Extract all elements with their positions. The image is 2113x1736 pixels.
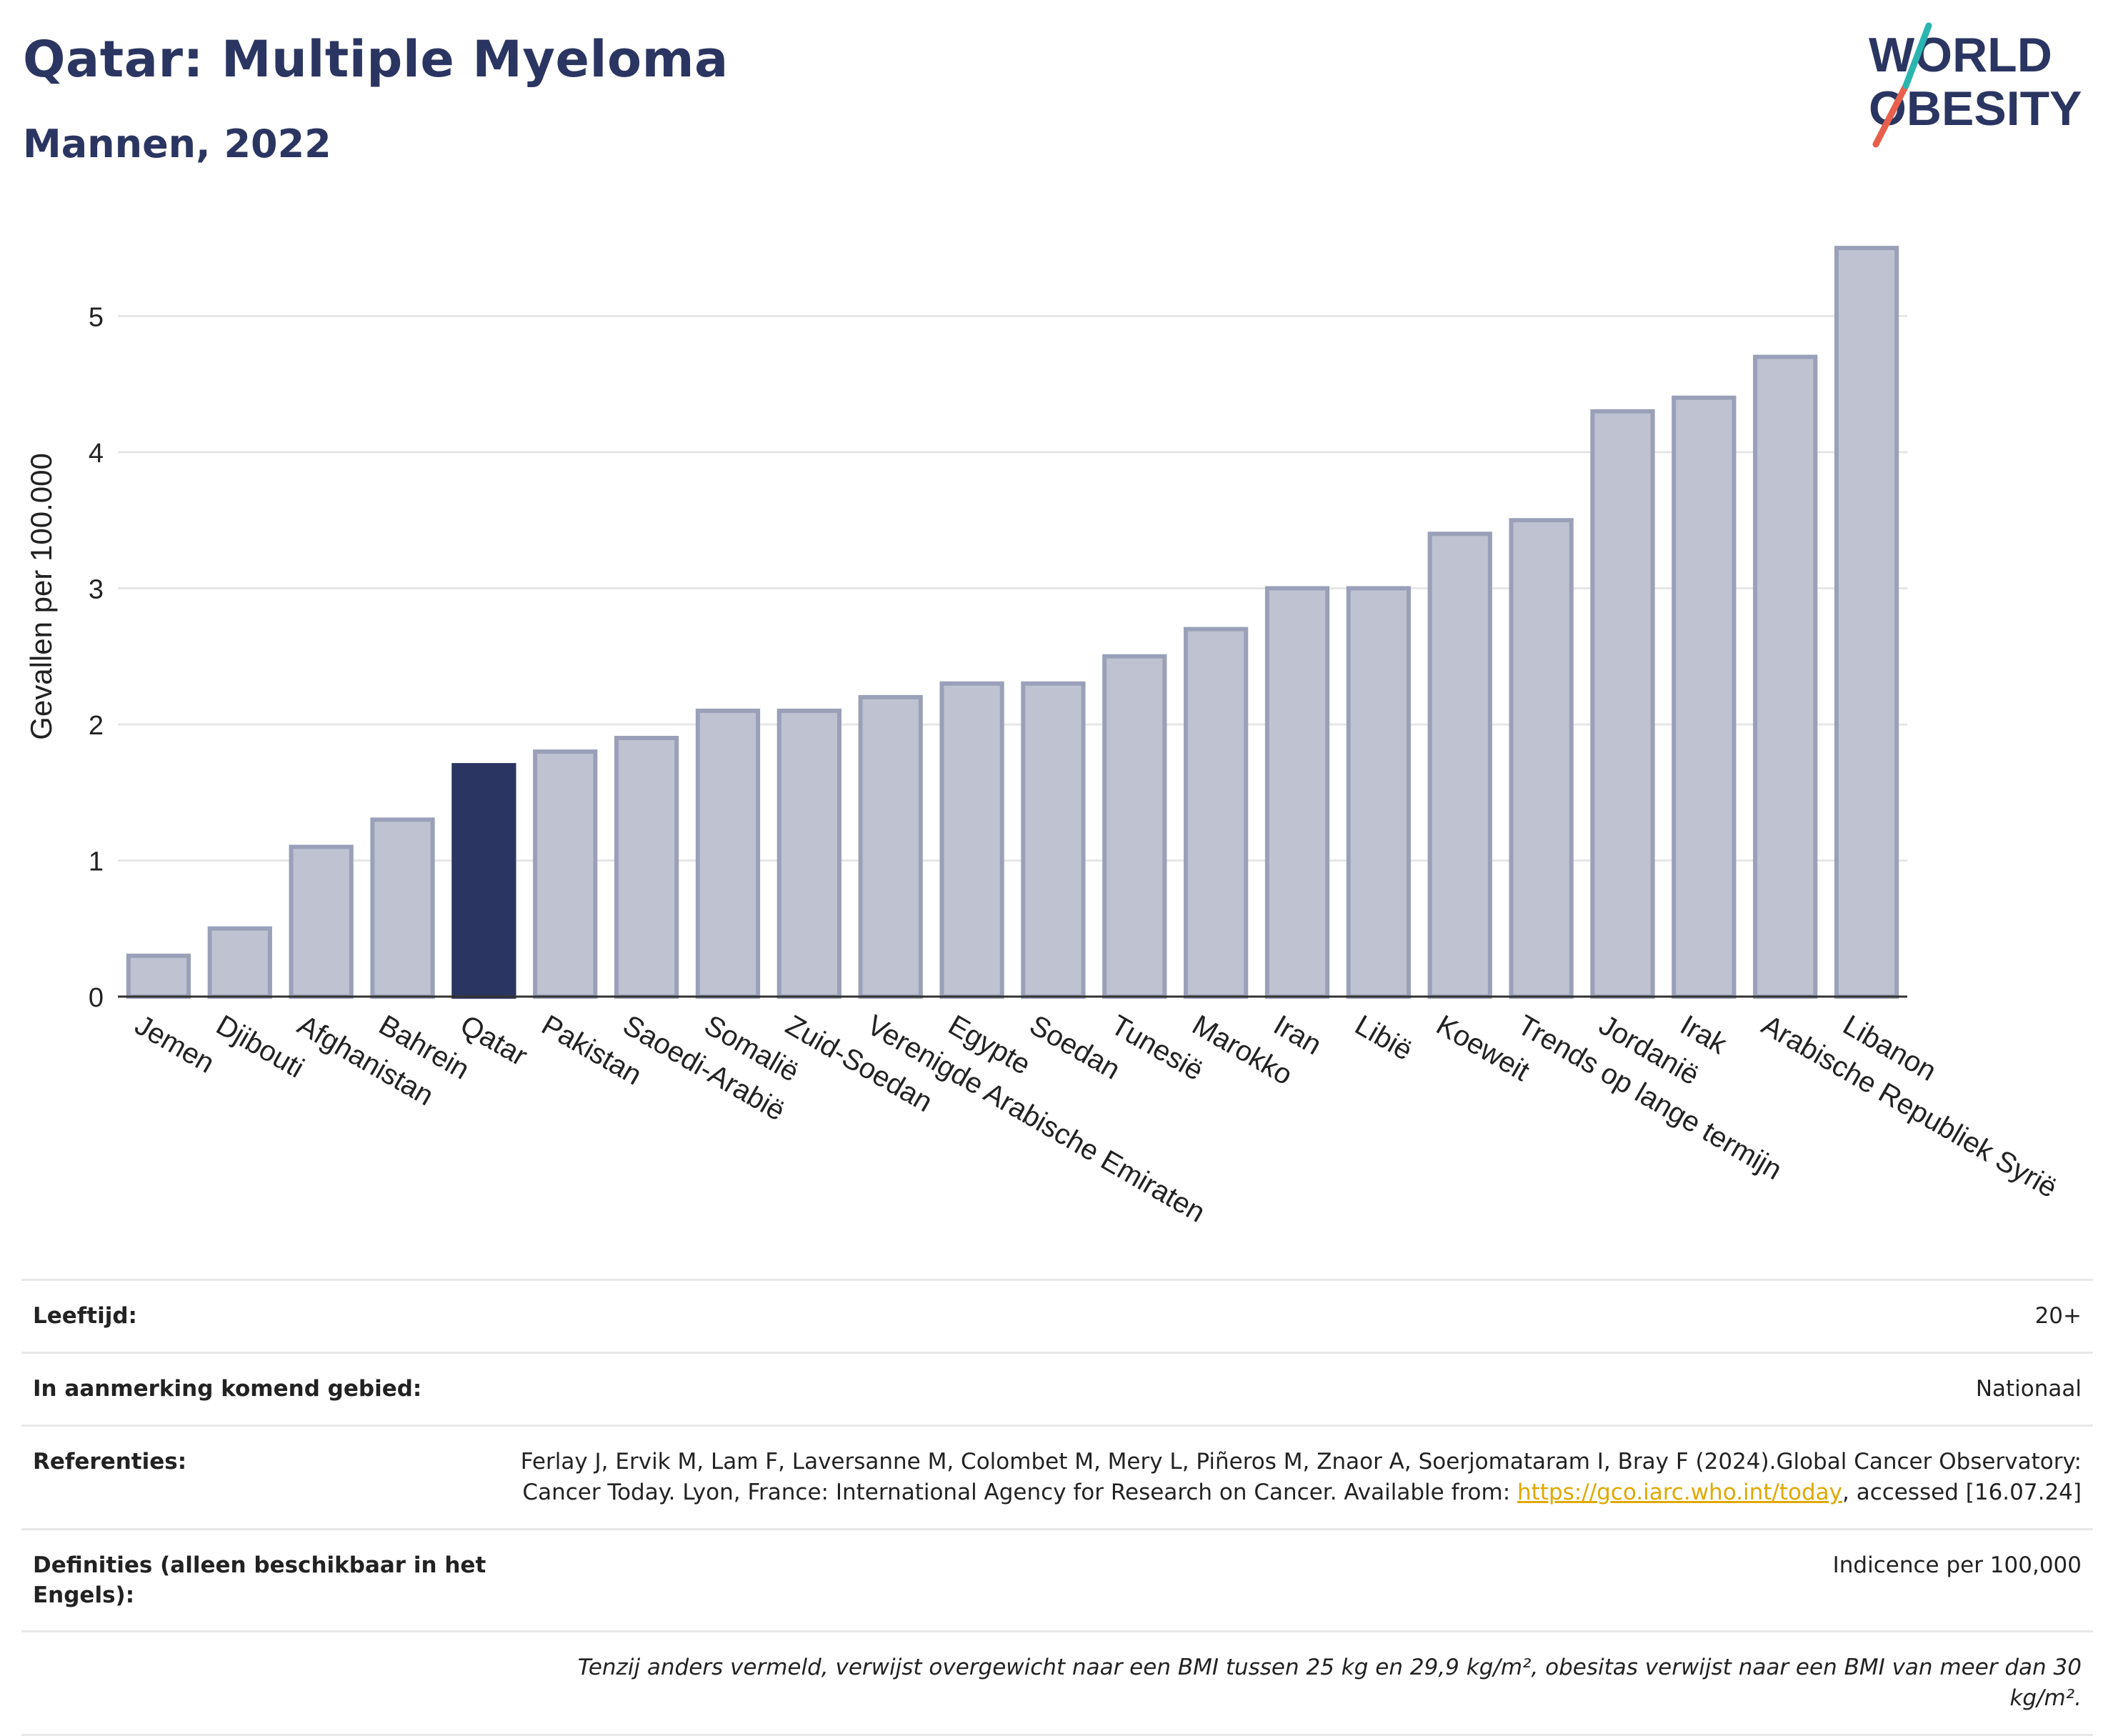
references-label: Referenties:: [33, 1449, 187, 1475]
bar-djibouti: [207, 926, 272, 999]
note-row: Tenzij anders vermeld, verwijst overgewi…: [21, 1630, 2093, 1736]
references-row: Referenties: Ferlay J, Ervik M, Lam F, L…: [21, 1425, 2093, 1528]
page-subtitle: Mannen, 2022: [23, 121, 331, 166]
x-tick-label: Tunesië: [1106, 1009, 1209, 1087]
bar-arabische-republiek-syri-: [1753, 354, 1818, 999]
bar-afghanistan: [289, 844, 354, 999]
definitions-label: Definities (alleen beschikbaar in het En…: [33, 1552, 486, 1608]
bar-saoedi-arabi-: [614, 736, 679, 999]
age-value: 20+: [2034, 1303, 2082, 1329]
references-text: Ferlay J, Ervik M, Lam F, Laversanne M, …: [520, 1449, 2082, 1505]
bar-egypte: [939, 681, 1004, 999]
bar-zuid-soedan: [776, 708, 841, 999]
y-tick-label: 0: [89, 983, 104, 1013]
x-tick-label: Arabische Republiek Syrië: [1757, 1009, 2062, 1204]
bar-iran: [1264, 586, 1330, 999]
bar-libanon: [1834, 246, 1899, 999]
bar-somali-: [695, 708, 761, 999]
bar-chart: Gevallen per 100.000 0 1 2 3 4 5 JemenDjibout…: [24, 246, 2062, 1229]
references-accessed: , accessed [16.07.24]: [1842, 1480, 2082, 1505]
bar-koeweit: [1427, 532, 1492, 999]
world-obesity-logo: WORLD OBESITY: [1869, 22, 2082, 148]
x-tick-label: Libië: [1349, 1009, 1417, 1067]
age-row: Leeftijd: 20+: [21, 1279, 2093, 1352]
bar-marokko: [1184, 627, 1249, 999]
bar-tunesi-: [1102, 654, 1167, 999]
bar-pakistan: [533, 749, 598, 999]
bar-jemen: [126, 953, 191, 999]
x-tick-label: Jemen: [129, 1009, 219, 1079]
x-tick-label: Djibouti: [211, 1009, 309, 1084]
definitions-value: Indicence per 100,000: [1832, 1552, 2082, 1578]
bar-libi-: [1346, 586, 1412, 999]
y-axis-label: Gevallen per 100.000: [24, 453, 58, 740]
bar-trends-op-lange-termijn: [1509, 518, 1574, 999]
logo-line1: WORLD: [1869, 28, 2052, 82]
area-value: Nationaal: [1975, 1376, 2082, 1402]
y-tick-label: 5: [89, 302, 104, 332]
bar-verenigde-arabische-emiraten: [858, 694, 923, 999]
references-value: Ferlay J, Ervik M, Lam F, Laversanne M, …: [510, 1447, 2082, 1508]
bar-jordani-: [1590, 409, 1655, 999]
y-tick-label: 3: [89, 574, 104, 604]
x-tick-label: Koeweit: [1431, 1009, 1534, 1087]
area-label: In aanmerking komend gebied:: [33, 1376, 422, 1402]
y-tick-label: 2: [89, 711, 104, 741]
bar-soedan: [1021, 681, 1086, 999]
page-title: Qatar: Multiple Myeloma: [23, 30, 729, 89]
info-table: Leeftijd: 20+ In aanmerking komend gebie…: [21, 1279, 2093, 1736]
definitions-row: Definities (alleen beschikbaar in het En…: [21, 1528, 2093, 1630]
y-tick-label: 1: [89, 847, 104, 877]
bar-irak: [1672, 395, 1737, 999]
bar-qatar: [451, 763, 516, 999]
age-label: Leeftijd:: [33, 1303, 137, 1329]
footnote: Tenzij anders vermeld, verwijst overgewi…: [577, 1655, 2082, 1711]
y-tick-label: 4: [89, 439, 104, 469]
bar-bahrein: [370, 817, 435, 999]
area-row: In aanmerking komend gebied: Nationaal: [21, 1352, 2093, 1425]
x-tick-label: Soedan: [1024, 1009, 1125, 1086]
references-link[interactable]: https://gco.iarc.who.int/today: [1517, 1480, 1842, 1505]
